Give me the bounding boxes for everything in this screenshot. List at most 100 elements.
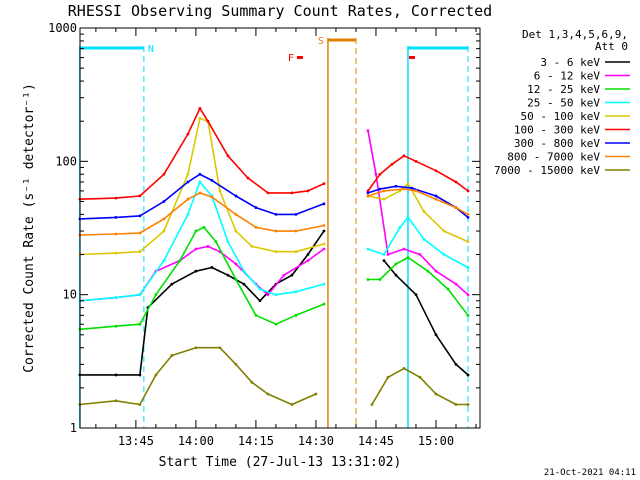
data-point [322, 282, 326, 286]
data-point [466, 240, 470, 244]
data-point [138, 231, 142, 235]
data-point [214, 240, 218, 244]
data-point [138, 403, 142, 406]
data-point [210, 178, 214, 182]
legend-label: 100 - 300 keV [514, 124, 600, 137]
data-point [386, 375, 390, 379]
data-point [382, 253, 386, 256]
data-point [162, 172, 166, 176]
data-point [186, 132, 190, 136]
data-point [466, 212, 470, 216]
data-point [266, 293, 270, 297]
series-line-2 [79, 226, 469, 331]
series-line-8 [79, 346, 468, 406]
data-point [162, 259, 166, 263]
data-point [306, 189, 310, 193]
data-point [218, 189, 222, 193]
data-point [418, 375, 422, 379]
legend-label: 800 - 7000 keV [507, 151, 600, 164]
data-point [162, 229, 166, 233]
data-point [186, 180, 190, 184]
data-point [322, 247, 326, 251]
data-point [218, 346, 222, 350]
data-point [466, 373, 470, 377]
data-point [390, 162, 394, 166]
data-point [290, 273, 294, 277]
data-point [322, 224, 326, 227]
y-tick-label: 10 [63, 288, 77, 302]
legend-header: Det 1,3,4,5,6,9, [522, 28, 628, 41]
data-point [226, 240, 230, 244]
data-point [454, 403, 458, 406]
data-point [442, 253, 446, 256]
legend-label: 6 - 12 keV [534, 70, 601, 83]
data-point [198, 116, 202, 120]
legend-label: 3 - 6 keV [540, 56, 600, 69]
data-point [290, 403, 294, 406]
data-point [274, 250, 278, 254]
data-point [206, 245, 210, 248]
data-point [250, 380, 254, 384]
data-point [194, 346, 198, 350]
data-point [402, 154, 406, 158]
data-point [266, 392, 270, 396]
data-point [114, 373, 118, 377]
y-tick-label: 1 [70, 421, 77, 435]
data-point [114, 215, 118, 219]
data-point [466, 189, 470, 193]
data-point [114, 232, 118, 236]
data-point [322, 182, 326, 186]
data-point [114, 399, 118, 403]
data-point [434, 169, 438, 173]
data-point [250, 245, 254, 248]
data-point [114, 324, 118, 328]
x-tick-label: 15:00 [418, 434, 454, 448]
data-point [170, 282, 174, 286]
data-point [138, 293, 142, 297]
plot-frame [79, 27, 481, 429]
data-point [154, 293, 158, 297]
data-point [366, 189, 370, 193]
legend-label: 7000 - 15000 keV [494, 164, 600, 177]
data-point [322, 202, 326, 206]
data-point [426, 269, 430, 273]
timestamp: 21-Oct-2021 04:11 [544, 468, 636, 478]
legend-label: 12 - 25 keV [527, 83, 600, 96]
legend-header: Att 0 [595, 40, 628, 53]
data-point [434, 269, 438, 273]
data-point [266, 191, 270, 195]
data-point [442, 229, 446, 233]
legend-label: 25 - 50 keV [527, 97, 600, 110]
data-point [294, 313, 298, 317]
data-point [274, 212, 278, 216]
legend-label: 50 - 100 keV [521, 110, 601, 123]
data-point [114, 296, 118, 300]
data-point [414, 159, 418, 163]
data-point [206, 119, 210, 123]
data-point [306, 253, 310, 256]
night-label: N [148, 44, 154, 55]
data-point [258, 287, 262, 291]
data-point [274, 293, 278, 297]
data-point [322, 229, 326, 233]
chart-title: RHESSI Observing Summary Count Rates, Co… [68, 2, 492, 20]
data-point [366, 191, 370, 195]
data-point [394, 184, 398, 188]
data-point [394, 262, 398, 266]
data-point [366, 129, 370, 133]
data-point [382, 189, 386, 193]
data-point [234, 362, 238, 366]
data-point [194, 229, 198, 233]
data-point [154, 373, 158, 377]
data-point [254, 206, 258, 209]
data-point [186, 212, 190, 216]
data-point [402, 247, 406, 251]
data-point [434, 333, 438, 337]
data-point [138, 194, 142, 198]
data-point [386, 253, 390, 256]
data-point [398, 225, 402, 229]
data-point [374, 172, 378, 176]
data-point [246, 176, 250, 180]
data-point [226, 273, 230, 277]
